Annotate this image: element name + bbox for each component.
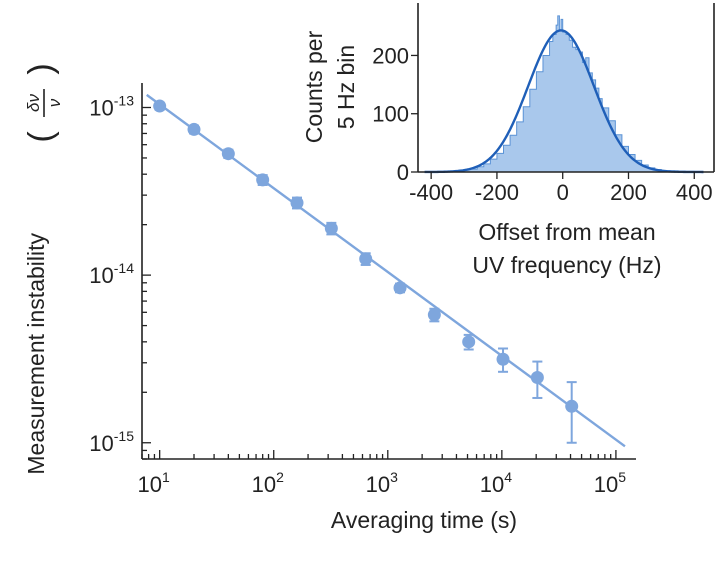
data-point: [462, 335, 476, 349]
data-point: [324, 221, 338, 235]
main-x-tick-label: 104: [480, 469, 512, 497]
data-point: [530, 371, 544, 385]
inset-x-tick-label: 0: [557, 180, 569, 205]
main-axes-group: [141, 83, 636, 460]
data-point: [427, 308, 441, 322]
fraction-close-paren: ): [22, 63, 60, 74]
inset-x-axis-label-line2: UV frequency (Hz): [472, 252, 661, 278]
data-point: [359, 252, 373, 266]
data-point: [393, 281, 407, 295]
fraction-denominator: ν: [45, 98, 64, 107]
main-y-axis-label: Measurement instability: [23, 233, 49, 475]
inset-x-tick-label: -200: [475, 180, 519, 205]
inset-y-tick-labels: 0 100 200: [372, 43, 409, 185]
gaussian-fit-curve: [424, 29, 704, 174]
histogram-area: [431, 15, 695, 173]
main-x-tick-label: 102: [252, 469, 284, 497]
inset-y-tick-label: 100: [372, 102, 409, 127]
data-point: [187, 122, 201, 136]
main-x-tick-label: 101: [138, 469, 170, 497]
y-axis-fraction-symbol: ( δν ν ): [22, 63, 64, 142]
inset-y-axis-label-line1: Counts per: [301, 30, 327, 143]
inset-y-tick-label: 200: [372, 43, 409, 68]
inset-y-tick-label: 0: [397, 160, 409, 185]
data-point: [290, 196, 304, 210]
data-point: [221, 147, 235, 161]
fraction-numerator: δν: [24, 94, 43, 112]
main-x-tick-label: 103: [366, 469, 398, 497]
gaussian-fit-group: [424, 29, 704, 174]
main-x-tick-label: 105: [594, 469, 626, 497]
data-point: [565, 399, 579, 413]
histogram-bars-group: [431, 15, 695, 173]
data-point: [153, 99, 167, 113]
main-x-axis-label: Averaging time (s): [331, 507, 517, 533]
allan-deviation-chart: 101 102 103 104 105 10-13 10-14 10-15 Averagin…: [22, 63, 636, 533]
inset-x-axis-label-line1: Offset from mean: [478, 219, 655, 245]
data-point: [496, 352, 510, 366]
main-y-tick-label: 10-13: [89, 92, 134, 120]
inset-x-tick-label: -400: [409, 180, 453, 205]
inset-y-axis-label-line2: 5 Hz bin: [333, 45, 359, 129]
inset-histogram-chart: -400 -200 0 200 400 0 100 200 Offset from mean…: [301, 3, 715, 278]
data-point: [256, 173, 270, 187]
main-y-tick-label: 10-15: [89, 428, 134, 456]
main-x-tick-labels: 101 102 103 104 105: [138, 469, 627, 497]
inset-axes-group: [411, 3, 715, 179]
fraction-open-paren: (: [22, 131, 60, 143]
inset-x-tick-label: 200: [610, 180, 647, 205]
data-points-group: [153, 99, 579, 444]
inset-x-tick-labels: -400 -200 0 200 400: [409, 180, 712, 205]
inset-x-tick-label: 400: [676, 180, 713, 205]
main-y-tick-labels: 10-13 10-14 10-15: [89, 92, 134, 455]
main-y-tick-label: 10-14: [89, 260, 134, 288]
